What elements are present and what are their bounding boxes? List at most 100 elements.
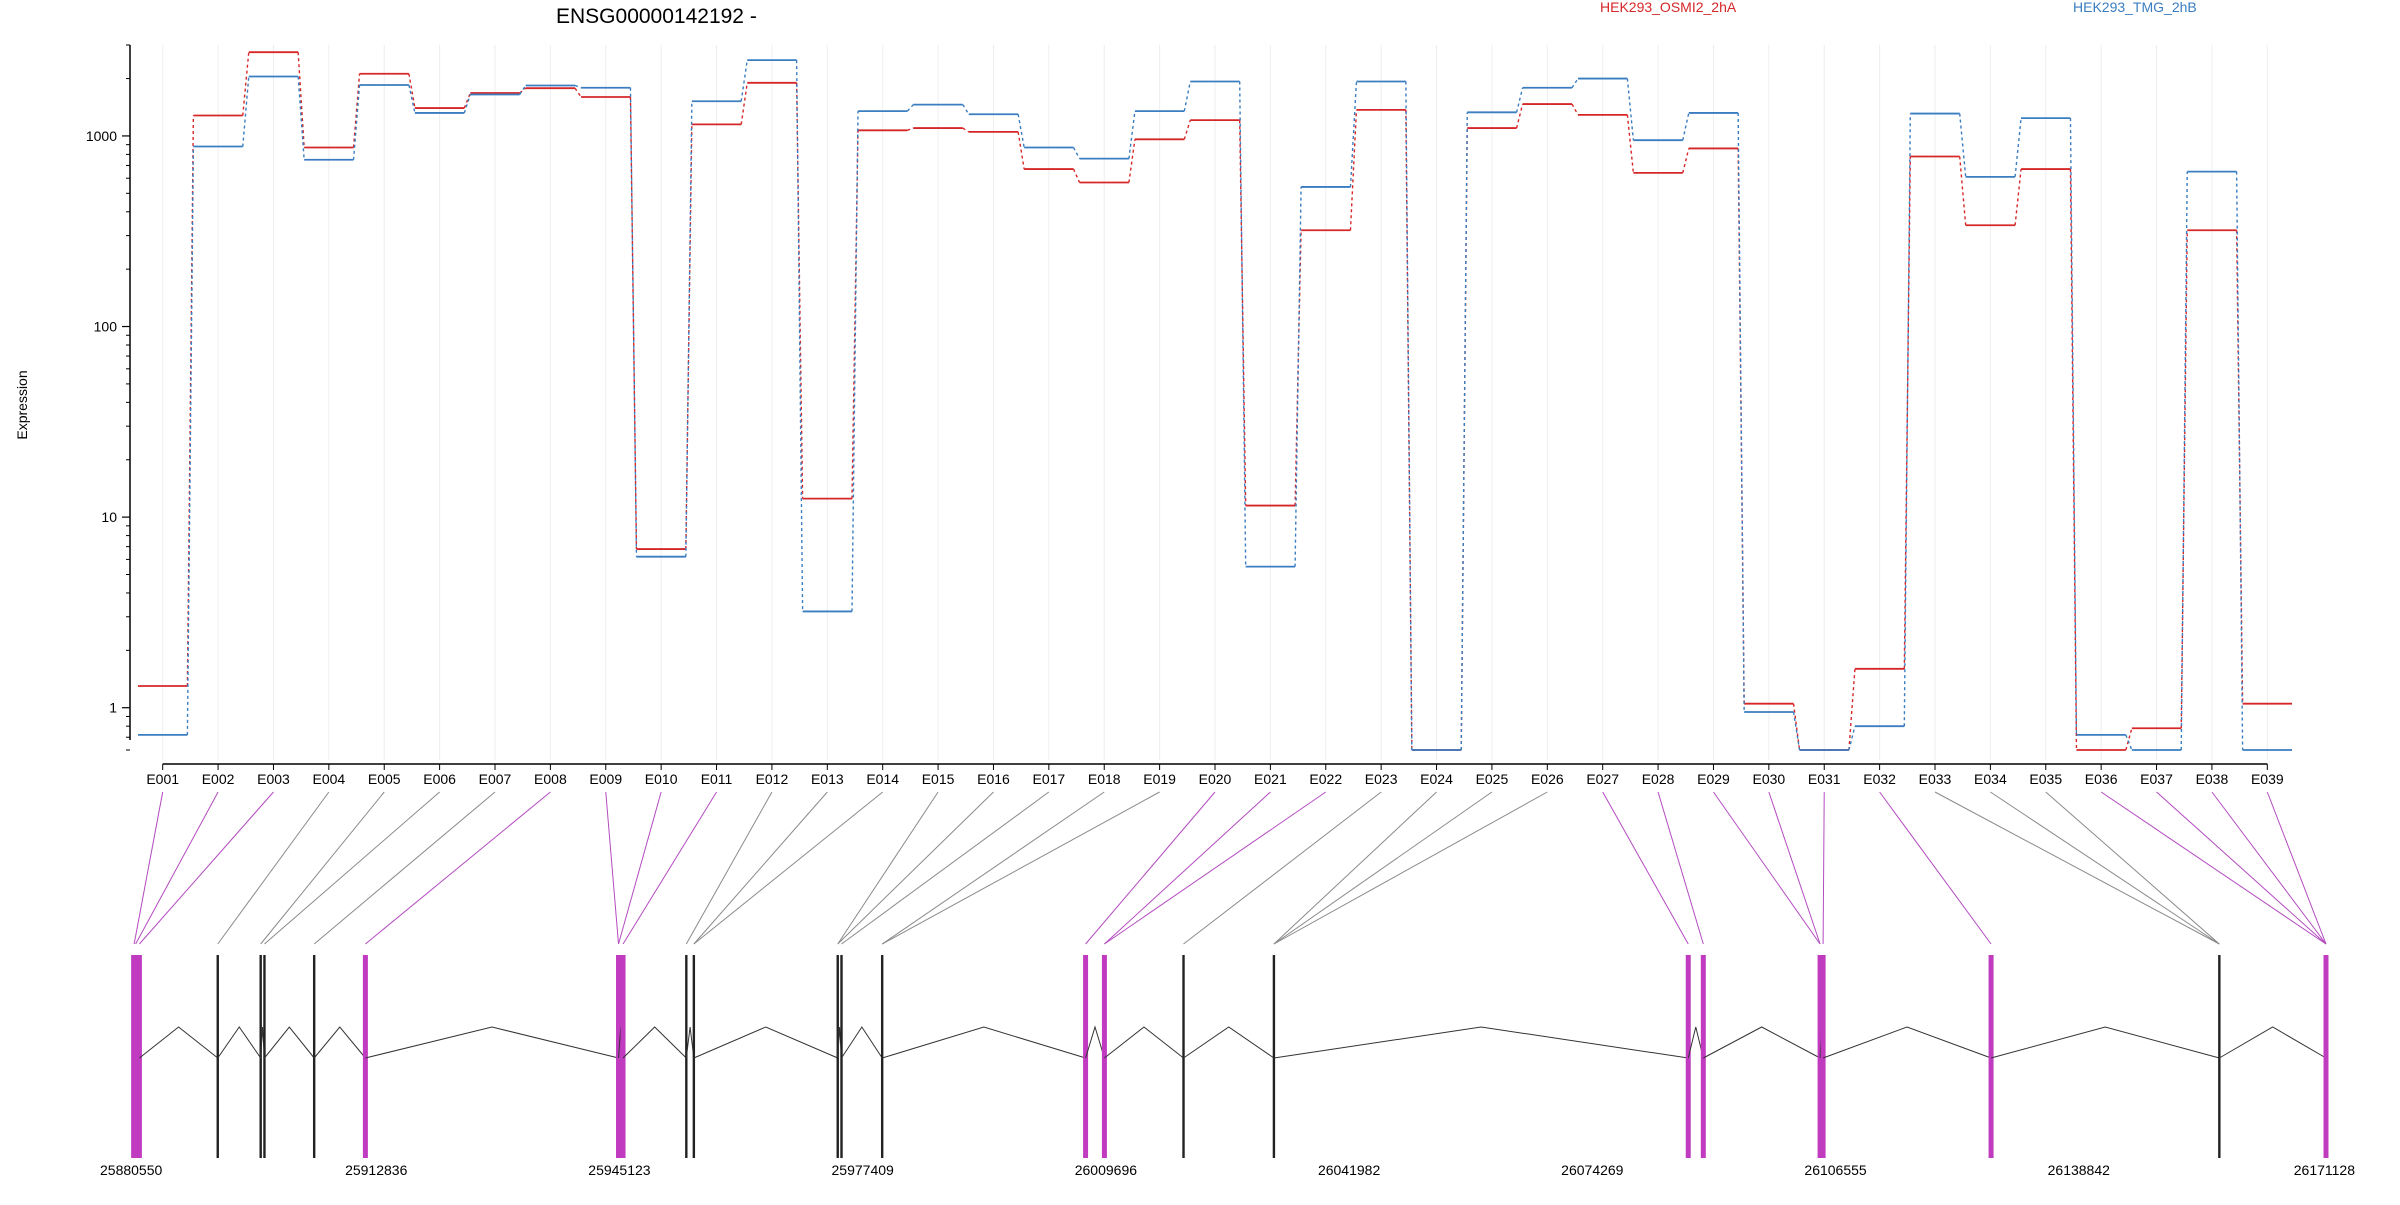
x-tick-label: E017 <box>1032 771 1065 787</box>
x-tick-label: E002 <box>202 771 235 787</box>
intron-arc <box>1687 1026 1704 1059</box>
intron-arc <box>365 1026 619 1059</box>
exon-connector <box>133 791 164 945</box>
intron-arc <box>685 1026 695 1059</box>
exon-block <box>620 955 626 1158</box>
series-connector <box>1682 148 1690 174</box>
intron-arc <box>217 1026 262 1059</box>
exon-block <box>2323 955 2329 1158</box>
exon-connector <box>1273 791 1548 945</box>
y-tick-label: 100 <box>94 319 118 335</box>
intron-arc <box>693 1026 838 1059</box>
x-tick-label: E030 <box>1752 771 1785 787</box>
coordinate-label: 25912836 <box>345 1162 408 1178</box>
exon-connector <box>881 791 1160 945</box>
exon-connector <box>1822 791 1825 945</box>
coordinate-label: 26138842 <box>2048 1162 2111 1178</box>
x-tick-label: E039 <box>2251 771 2284 787</box>
series-connector <box>352 73 361 148</box>
series-connector <box>685 101 693 557</box>
x-tick-label: E020 <box>1199 771 1232 787</box>
intron-arc <box>1183 1026 1275 1059</box>
exon-connector <box>1768 791 1821 945</box>
series-connector <box>1183 81 1191 112</box>
coordinate-label: 26171128 <box>2294 1162 2355 1178</box>
series-connector <box>1682 112 1690 141</box>
series-connector <box>1072 168 1081 183</box>
x-tick-label: E011 <box>701 771 733 787</box>
exon-connector <box>365 791 551 945</box>
y-tick-label: 10 <box>101 509 117 525</box>
exon-block <box>136 955 142 1158</box>
series-connector <box>1903 113 1912 727</box>
series-connector <box>242 76 250 147</box>
series-connector <box>2125 728 2133 751</box>
x-tick-label: E018 <box>1088 771 1121 787</box>
series-connector <box>2180 230 2188 729</box>
exon-connector <box>2266 791 2327 945</box>
exon-connector <box>881 791 1105 945</box>
series-connector <box>740 82 748 125</box>
x-tick-label: E033 <box>1919 771 1952 787</box>
intron-arc <box>882 1026 1086 1059</box>
x-tick-label: E036 <box>2085 771 2118 787</box>
series-connector <box>1626 78 1635 141</box>
exon-connector <box>313 791 496 945</box>
series-connector <box>297 76 305 160</box>
series-connector <box>1848 668 1856 751</box>
exon-connector <box>605 791 620 945</box>
series-connector <box>2069 118 2078 735</box>
series-connector <box>1128 139 1136 183</box>
exon-connector <box>837 791 994 945</box>
exon-connector <box>1990 791 2220 945</box>
intron-arc <box>1822 1026 1992 1059</box>
series-connector <box>1238 81 1247 567</box>
series-connector <box>1072 147 1081 159</box>
series-connector <box>2180 171 2188 751</box>
series-connector <box>906 104 914 112</box>
exon-connector <box>264 791 440 945</box>
x-tick-label: E001 <box>146 771 179 787</box>
series-connector <box>463 94 471 114</box>
exon-connector <box>1104 791 1271 945</box>
exon-connector <box>2045 791 2220 945</box>
chart-title: ENSG00000142192 - <box>556 5 757 28</box>
exon-connector <box>837 791 939 945</box>
series-connector <box>1958 113 1967 177</box>
exon-block <box>1988 955 1994 1158</box>
coordinate-label: 26009696 <box>1075 1162 1138 1178</box>
series-connector <box>186 146 195 735</box>
intron-arc <box>1703 1026 1821 1059</box>
exon-block <box>1101 955 1107 1158</box>
x-tick-label: E028 <box>1642 771 1675 787</box>
exon-connector <box>1183 791 1382 945</box>
exon-connector <box>685 791 773 945</box>
x-tick-label: E034 <box>1974 771 2007 787</box>
exon-connector <box>217 791 330 945</box>
x-tick-label: E006 <box>423 771 456 787</box>
exon-block <box>312 955 316 1158</box>
exon-connectors <box>133 791 2327 945</box>
exon-connector <box>2211 791 2327 945</box>
exon-connector <box>1085 791 1216 945</box>
series-connector <box>574 84 582 89</box>
exon-connector <box>693 791 828 945</box>
series-connector <box>352 84 361 160</box>
series-lines <box>138 51 2292 751</box>
y-tick-label: 1 <box>109 700 117 716</box>
series-connector <box>1903 156 1912 669</box>
series-connector <box>629 87 638 557</box>
x-tick-label: E029 <box>1697 771 1730 787</box>
x-tick-label: E007 <box>479 771 512 787</box>
x-tick-label: E004 <box>312 771 345 787</box>
exon-connector <box>1104 791 1327 945</box>
series-connector <box>1128 111 1136 159</box>
intron-arc <box>139 1026 219 1059</box>
x-tick-label: E010 <box>645 771 678 787</box>
x-tick-label: E016 <box>977 771 1010 787</box>
series-connector <box>1626 114 1635 173</box>
series-connector <box>962 127 970 133</box>
series-connector <box>2125 734 2133 751</box>
series-connector <box>1349 109 1358 231</box>
